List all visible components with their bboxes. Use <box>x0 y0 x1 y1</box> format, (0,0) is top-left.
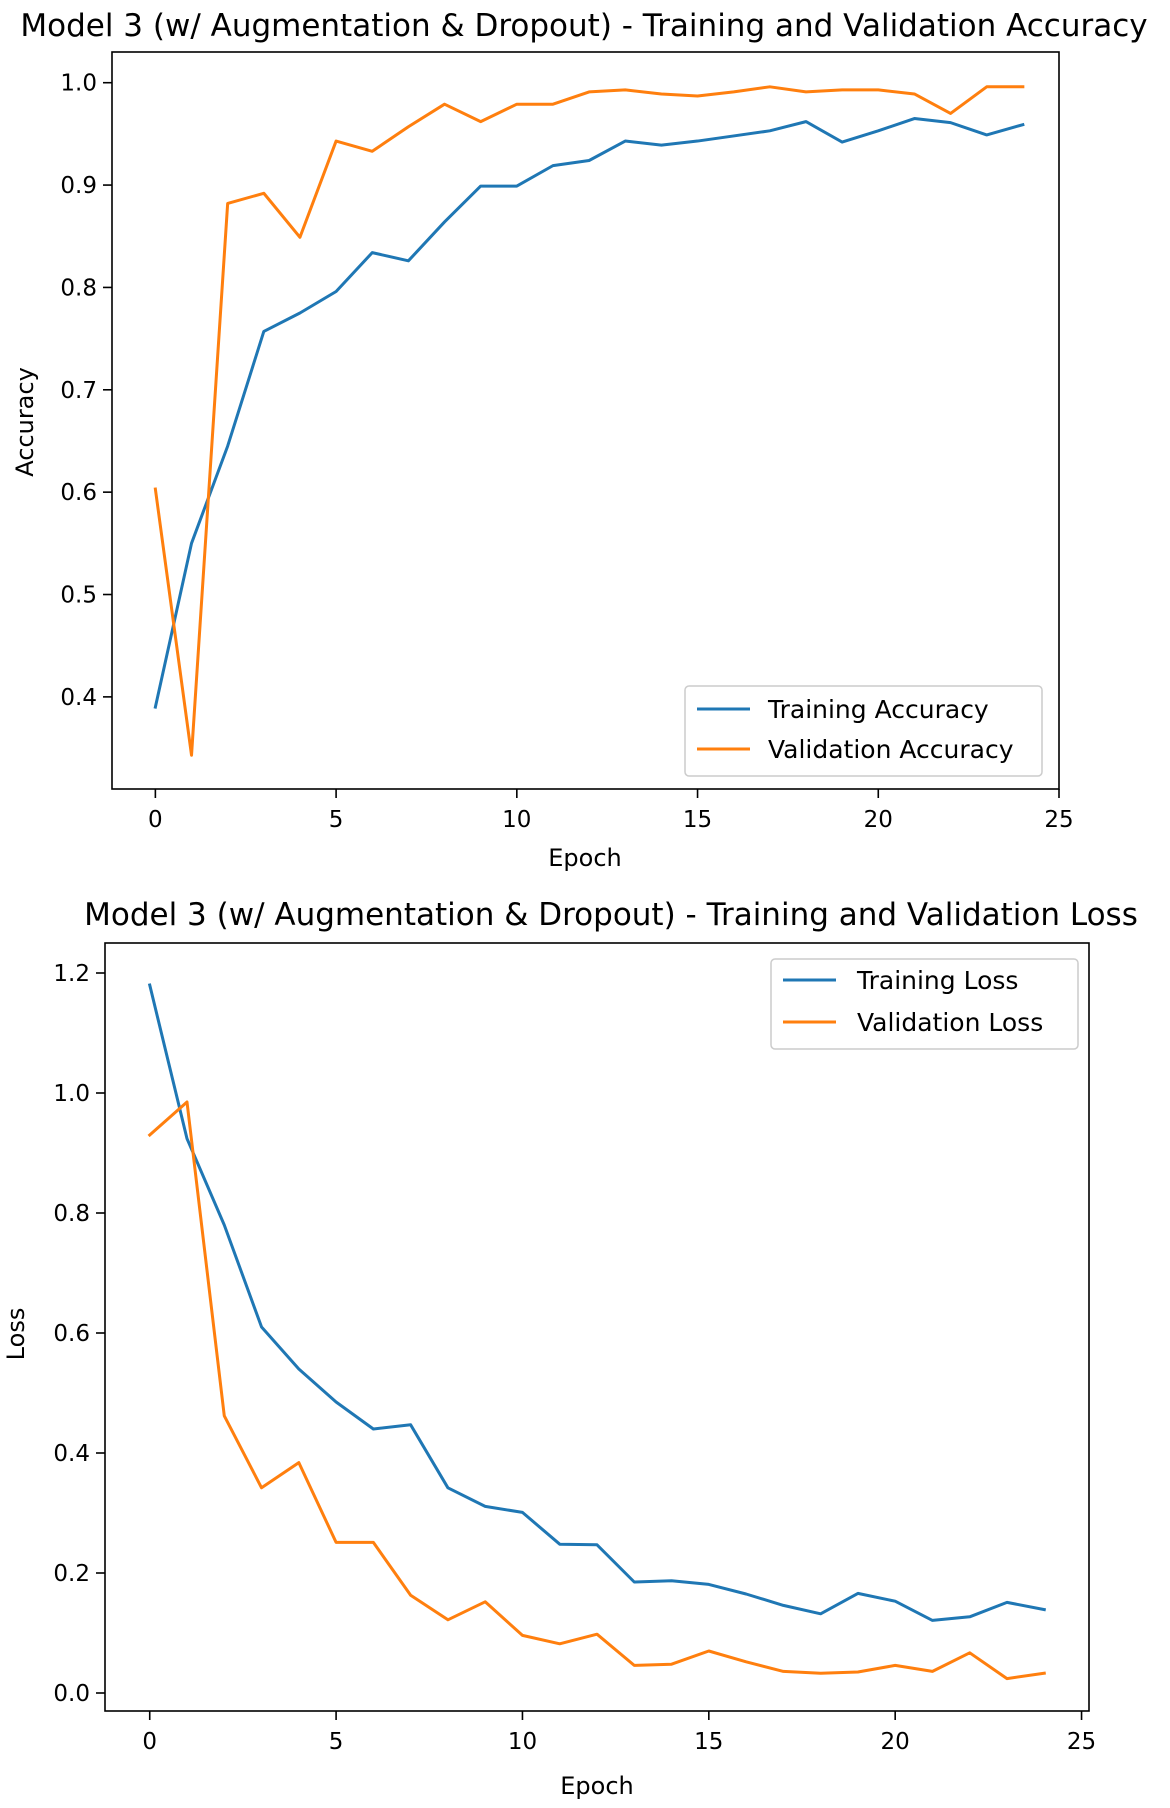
loss-y-tick-label: 0.4 <box>53 1441 90 1467</box>
accuracy-plot-frame <box>111 51 1060 790</box>
accuracy-y-tick-label: 0.4 <box>60 685 97 711</box>
loss-legend-training-label: Training Loss <box>856 966 1018 995</box>
accuracy-x-axis-label: Epoch <box>548 844 622 872</box>
loss-x-tick-label: 5 <box>329 1729 344 1755</box>
loss-chart-title: Model 3 (w/ Augmentation & Dropout) - Tr… <box>84 897 1138 933</box>
loss-x-axis: 0 5 10 15 20 25 <box>142 1711 1096 1755</box>
loss-x-tick-label: 25 <box>1067 1729 1096 1755</box>
accuracy-y-axis-label: Accuracy <box>11 367 39 477</box>
accuracy-y-tick-label: 0.9 <box>60 173 97 199</box>
accuracy-legend-training-label: Training Accuracy <box>767 695 989 724</box>
accuracy-legend-validation-label: Validation Accuracy <box>768 735 1014 764</box>
loss-legend-validation-label: Validation Loss <box>857 1008 1043 1037</box>
loss-y-tick-label: 0.2 <box>53 1561 90 1587</box>
accuracy-y-tick-label: 0.6 <box>60 480 97 506</box>
accuracy-plot-lines <box>153 85 1025 757</box>
accuracy-x-tick-label: 20 <box>864 807 893 833</box>
accuracy-y-tick-label: 0.5 <box>60 583 97 609</box>
accuracy-validation-line <box>153 85 1025 757</box>
loss-training-line <box>147 983 1047 1622</box>
accuracy-y-tick-label: 0.7 <box>60 378 97 404</box>
loss-y-tick-label: 0.6 <box>53 1321 90 1347</box>
loss-plot-frame <box>104 942 1090 1712</box>
loss-y-axis-label: Loss <box>2 1308 30 1361</box>
loss-y-tick-label: 0.0 <box>53 1681 90 1707</box>
accuracy-x-tick-label: 25 <box>1044 807 1073 833</box>
loss-x-tick-label: 10 <box>508 1729 537 1755</box>
accuracy-training-line <box>153 117 1025 709</box>
loss-y-tick-label: 1.2 <box>53 961 90 987</box>
accuracy-x-tick-label: 0 <box>148 807 163 833</box>
accuracy-chart-title: Model 3 (w/ Augmentation & Dropout) - Tr… <box>20 8 1147 44</box>
loss-plot-lines <box>147 983 1047 1681</box>
accuracy-x-tick-label: 10 <box>502 807 531 833</box>
accuracy-x-axis: 0 5 10 15 20 25 <box>148 789 1074 833</box>
accuracy-y-tick-label: 1.0 <box>60 71 97 97</box>
accuracy-y-tick-label: 0.8 <box>60 275 97 301</box>
loss-x-tick-label: 0 <box>142 1729 157 1755</box>
loss-legend: Training Loss Validation Loss <box>770 958 1079 1050</box>
loss-x-tick-label: 20 <box>881 1729 910 1755</box>
loss-chart: Model 3 (w/ Augmentation & Dropout) - Tr… <box>2 897 1138 1800</box>
loss-y-tick-label: 1.0 <box>53 1081 90 1107</box>
accuracy-legend: Training Accuracy Validation Accuracy <box>684 685 1043 777</box>
loss-legend-box <box>770 958 1079 1050</box>
accuracy-y-axis: 0.4 0.5 0.6 0.7 0.8 0.9 1.0 <box>60 71 112 711</box>
loss-x-tick-label: 15 <box>694 1729 723 1755</box>
loss-validation-line <box>147 1100 1046 1681</box>
loss-y-tick-label: 0.8 <box>53 1201 90 1227</box>
accuracy-chart: Model 3 (w/ Augmentation & Dropout) - Tr… <box>11 8 1148 872</box>
accuracy-x-tick-label: 15 <box>683 807 712 833</box>
accuracy-x-tick-label: 5 <box>329 807 344 833</box>
loss-x-axis-label: Epoch <box>560 1772 634 1800</box>
loss-y-axis: 0.0 0.2 0.4 0.6 0.8 1.0 1.2 <box>53 961 105 1707</box>
accuracy-legend-box <box>684 685 1043 777</box>
